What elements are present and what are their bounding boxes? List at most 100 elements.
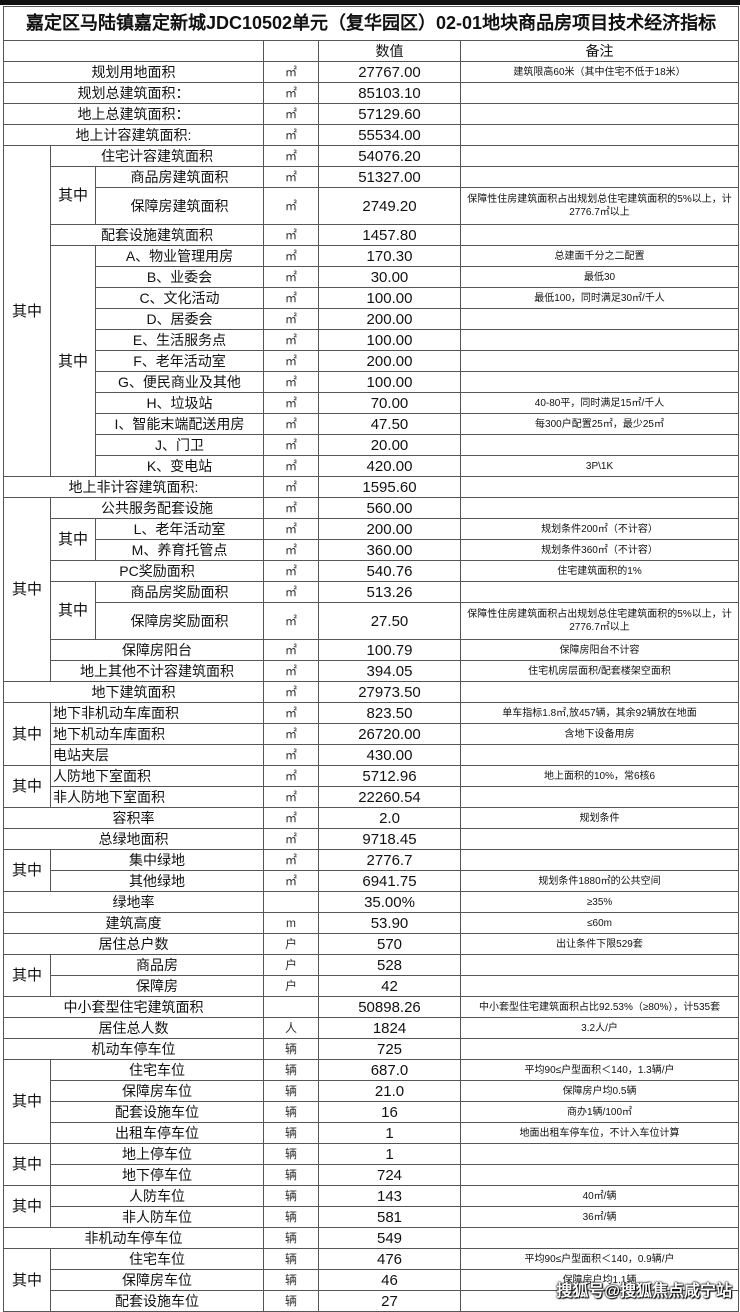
item-label: 住宅车位	[50, 1248, 264, 1270]
item-label: 居住总人数	[3, 1017, 264, 1039]
item-value: 47.50	[318, 413, 461, 435]
item-note: 商办1辆/100㎡	[459, 1101, 740, 1123]
item-unit: ㎡	[263, 497, 319, 519]
item-unit: ㎡	[263, 61, 319, 83]
item-value: 200.00	[318, 308, 461, 330]
item-value: 100.79	[318, 639, 461, 661]
item-unit: 辆	[263, 1038, 319, 1060]
item-note	[459, 329, 740, 351]
item-note: 单车指标1.8㎡,放457辆，其余92辆放在地面	[459, 702, 740, 724]
item-unit: ㎡	[263, 870, 319, 892]
item-unit: ㎡	[263, 681, 319, 703]
item-label: 中小套型住宅建筑面积	[3, 996, 264, 1018]
group-label-outer: 其中	[3, 849, 51, 892]
item-note: 保障房阳台不计容	[459, 639, 740, 661]
item-value: 430.00	[318, 744, 461, 766]
table-row: 建筑高度 m 53.90 ≤60m	[3, 912, 740, 934]
item-label: 其他绿地	[50, 870, 264, 892]
item-value: 100.00	[318, 371, 461, 393]
item-value: 26720.00	[318, 723, 461, 745]
table-row: 保障房户 42	[4, 975, 740, 997]
item-value: 46	[318, 1269, 461, 1291]
group-label-outer: 其中	[3, 497, 51, 682]
item-value: 21.0	[318, 1080, 461, 1102]
item-label: A、物业管理用房	[95, 245, 264, 267]
item-unit: ㎡	[263, 639, 319, 661]
item-value: 560.00	[318, 497, 461, 519]
item-value: 725	[318, 1038, 461, 1060]
item-note	[459, 166, 740, 188]
item-note	[459, 1227, 740, 1249]
item-unit: 辆	[263, 1269, 319, 1291]
item-value: 476	[318, 1248, 461, 1270]
item-label: L、老年活动室	[95, 518, 264, 540]
item-value: 22260.54	[318, 786, 461, 808]
table-row: 其中 住宅车位辆 476 平均90≤户型面积＜140，0.9辆/户	[3, 1248, 740, 1312]
item-unit: ㎡	[263, 723, 319, 745]
item-note: 平均90≤户型面积＜140，0.9辆/户	[459, 1248, 740, 1270]
item-label: 配套设施车位	[50, 1290, 264, 1312]
item-label: 电站夹层	[50, 744, 264, 766]
item-value: 823.50	[318, 702, 461, 724]
header-row: 数值 备注	[3, 40, 740, 62]
item-label: J、门卫	[95, 434, 264, 456]
item-unit: 人	[263, 1017, 319, 1039]
item-note	[459, 744, 740, 766]
item-label: 规划用地面积	[3, 61, 264, 83]
item-value: 35.00%	[318, 891, 461, 913]
item-label: F、老年活动室	[95, 350, 264, 372]
item-note	[459, 371, 740, 393]
item-value: 200.00	[318, 350, 461, 372]
item-label: 地上非计容建筑面积:	[3, 476, 264, 498]
group-label-outer: 其中	[3, 702, 51, 766]
table-row: 绿地率 35.00% ≥35%	[3, 891, 740, 913]
item-label: 居住总户数	[3, 933, 264, 955]
item-label: 地下停车位	[50, 1164, 264, 1186]
item-unit: ㎡	[263, 434, 319, 456]
table-row: 居住总户数户 570 出让条件下限529套	[3, 933, 740, 955]
item-value: 394.05	[318, 660, 461, 682]
item-note	[459, 975, 740, 997]
item-value: 54076.20	[318, 145, 461, 167]
top-border	[0, 0, 740, 5]
item-unit: 辆	[263, 1185, 319, 1207]
item-unit: ㎡	[263, 82, 319, 104]
item-value: 5712.96	[318, 765, 461, 787]
item-note: 出让条件下限529套	[459, 933, 740, 955]
group-label-outer: 其中	[3, 1143, 51, 1186]
header-note: 备注	[459, 40, 740, 62]
item-unit: ㎡	[263, 350, 319, 372]
item-value: 30.00	[318, 266, 461, 288]
item-label: 地上其他不计容建筑面积	[50, 660, 264, 682]
item-unit: ㎡	[263, 145, 319, 167]
item-note: 保障房户均0.5辆	[459, 1080, 740, 1102]
item-note: ≤60m	[459, 912, 740, 934]
item-unit: ㎡	[263, 539, 319, 561]
item-note: 保障性住房建筑面积占出规划总住宅建筑面积的5%以上，计2776.7㎡以上	[459, 187, 740, 225]
item-label: 总绿地面积	[3, 828, 264, 850]
item-value: 9718.45	[318, 828, 461, 850]
item-label: 保障房阳台	[50, 639, 264, 661]
item-value: 27	[318, 1290, 461, 1312]
item-unit: ㎡	[263, 124, 319, 146]
item-label: 出租车停车位	[50, 1122, 264, 1144]
item-unit: ㎡	[263, 849, 319, 871]
header-item	[3, 40, 264, 62]
item-unit: 辆	[263, 1080, 319, 1102]
table-row: 机动车停车位辆 725	[3, 1038, 740, 1060]
item-label: 地下建筑面积	[3, 681, 264, 703]
item-unit: ㎡	[263, 287, 319, 309]
header-unit	[263, 40, 319, 62]
group-label-inner: 其中	[50, 166, 96, 225]
item-value: 1	[318, 1143, 461, 1165]
table-row: 其中 地上停车位辆 1	[3, 1143, 740, 1186]
